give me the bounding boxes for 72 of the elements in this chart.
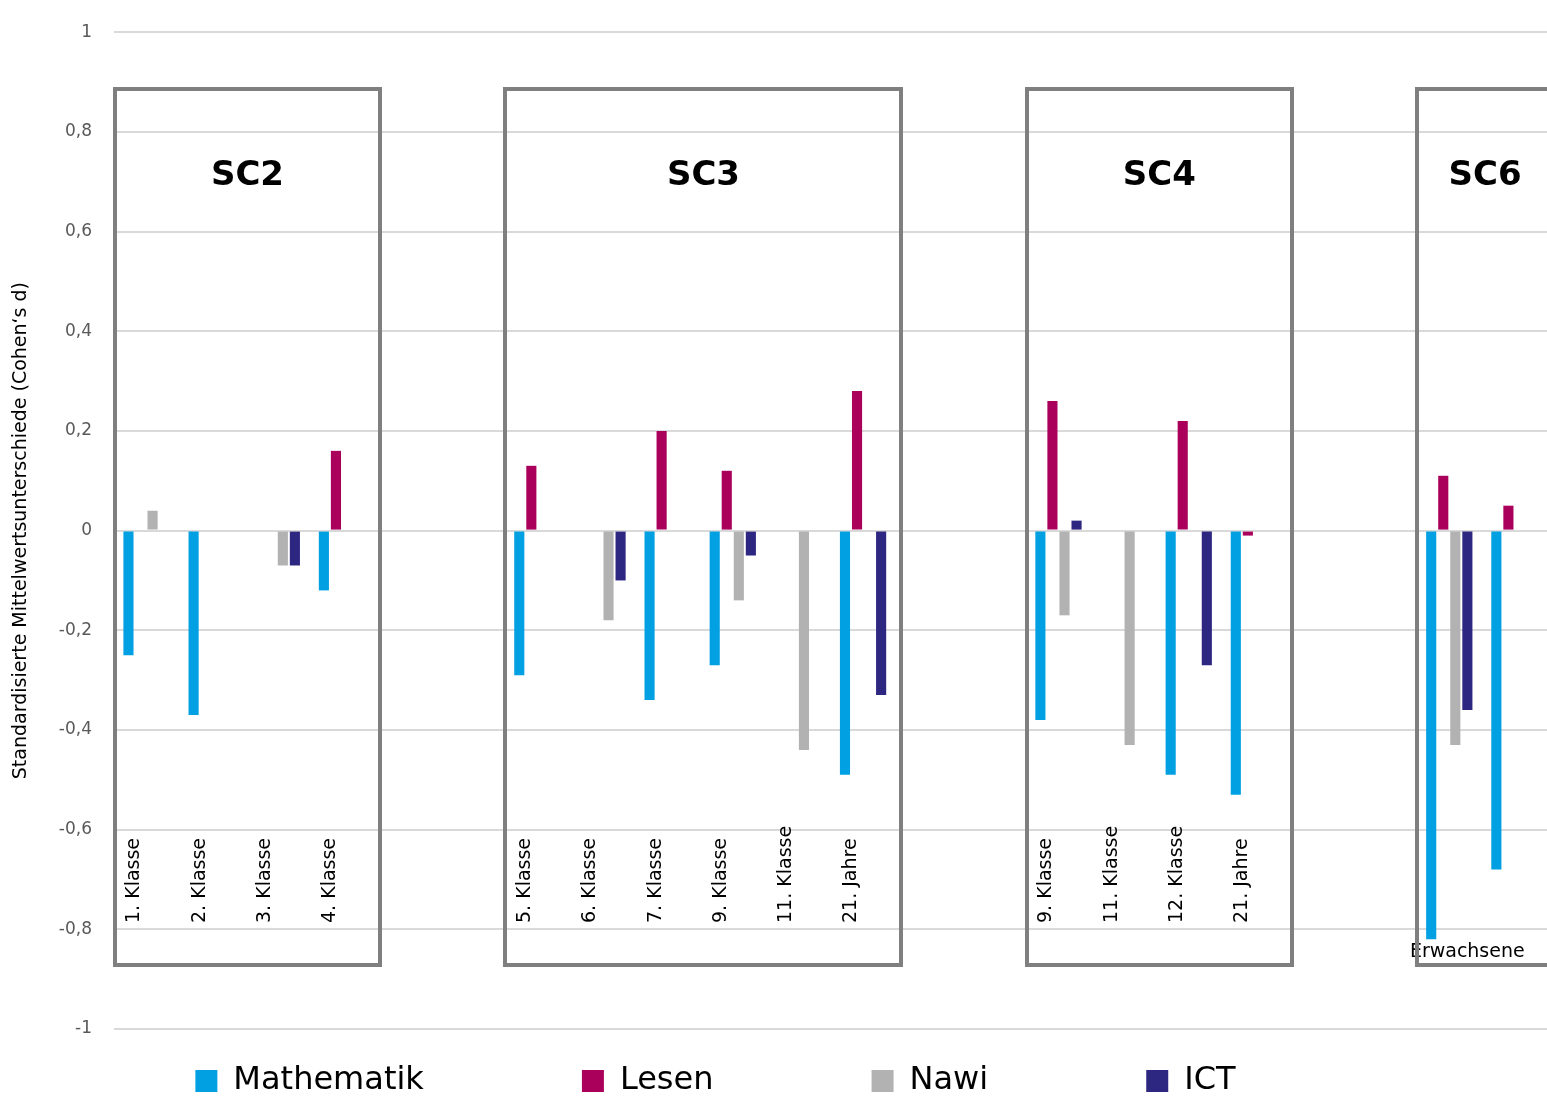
bar: [615, 531, 626, 581]
annotation: SC6: [1447, 153, 1523, 194]
legend-label: Lesen: [619, 1059, 836, 1098]
x-tick-label: 7. Klasse: [642, 837, 665, 923]
bar: [1491, 531, 1502, 870]
bar: [733, 531, 744, 601]
bar: [1450, 531, 1461, 745]
x-tick-label: 11. Klasse: [1098, 825, 1121, 923]
annotation: SC2: [209, 153, 286, 194]
bar: [123, 531, 134, 656]
bar: [1230, 531, 1241, 795]
x-tick-label: 4. Klasse: [316, 837, 339, 923]
bar: [798, 531, 809, 750]
bar: [745, 531, 756, 556]
bar: [839, 531, 851, 775]
y-axis-title: Standardisierte Mittelwertsunterschiede (Cohen‘s d): [8, 281, 31, 780]
bar: [1071, 520, 1082, 530]
x-tick-label: 9. Klasse: [707, 837, 730, 923]
y-tick-label: -0,8: [58, 917, 92, 938]
bar: [188, 531, 199, 716]
y-tick-label: -0,6: [58, 818, 92, 839]
bar: [603, 531, 614, 621]
x-tick-label: 1. Klasse: [121, 837, 144, 923]
y-tick-label: 1: [81, 20, 92, 41]
y-tick-label: -0,2: [58, 618, 92, 639]
x-tick-label: 12. Klasse: [1163, 825, 1186, 923]
y-tick-label: 0,6: [64, 219, 92, 240]
bar: [1165, 531, 1176, 775]
bar: [1124, 531, 1135, 745]
x-tick-label: 2. Klasse: [186, 837, 209, 923]
x-tick-label: 21. Jahre: [837, 838, 860, 923]
bar: [289, 531, 300, 566]
bar: [1426, 531, 1437, 940]
bar: [656, 430, 667, 530]
bar: [277, 531, 288, 566]
bar: [1059, 531, 1070, 616]
bar: [1047, 401, 1058, 530]
bar: [526, 465, 537, 530]
bar: [644, 531, 655, 701]
legend-label: ICT: [1184, 1059, 1358, 1098]
x-tick-label: 11. Klasse: [772, 825, 795, 923]
x-tick-label: 6. Klasse: [577, 837, 600, 923]
bar: [876, 531, 887, 696]
bar: [330, 450, 341, 530]
y-tick-label: 0: [81, 519, 92, 540]
bar: [1035, 531, 1046, 720]
legend-label: Nawi: [909, 1059, 1111, 1098]
x-tick-label: 3. Klasse: [251, 837, 274, 923]
bar: [1177, 420, 1188, 530]
bar: [721, 470, 732, 530]
y-tick-label: 0,4: [64, 319, 92, 340]
bar: [1201, 531, 1212, 666]
bar: [851, 391, 863, 530]
annotation: SC4: [1121, 153, 1197, 194]
bar: [318, 531, 329, 591]
annotation: SC3: [665, 153, 741, 194]
bar: [709, 531, 720, 666]
x-tick-label: Erwachsene: [1409, 939, 1525, 962]
x-tick-label: 21. Jahre: [1228, 838, 1251, 923]
bar: [1462, 531, 1473, 711]
bar: [514, 531, 525, 676]
y-tick-label: 0,8: [64, 120, 92, 141]
y-tick-label: -1: [75, 1017, 92, 1038]
bar: [1503, 505, 1514, 530]
y-tick-label: -0,4: [58, 718, 92, 739]
legend-label: Mathematik: [233, 1059, 546, 1098]
x-tick-label: 5. Klasse: [512, 837, 535, 923]
bar: [1438, 475, 1449, 530]
x-tick-label: 9. Klasse: [1033, 837, 1056, 923]
bar: [147, 510, 158, 530]
bar: [1242, 531, 1253, 536]
y-tick-label: 0,2: [64, 419, 92, 440]
